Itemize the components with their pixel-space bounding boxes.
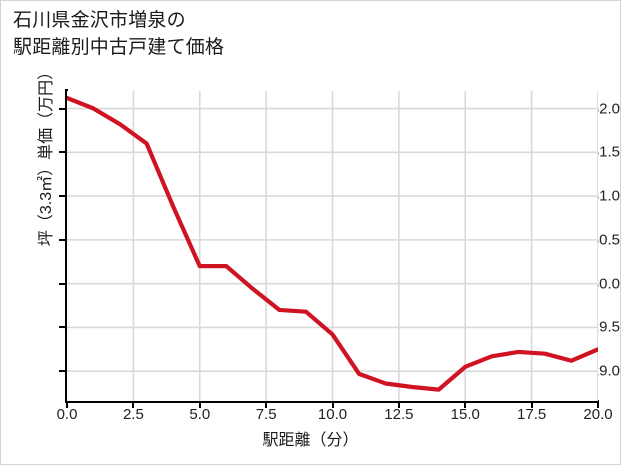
- y-tick-label: 32.0: [590, 100, 620, 117]
- x-tick-mark: [530, 403, 533, 408]
- x-tick-mark: [464, 403, 467, 408]
- x-tick-mark: [331, 403, 334, 408]
- plot-area: [67, 91, 598, 401]
- y-tick-label: 31.0: [590, 187, 620, 205]
- chart-title: 石川県金沢市増泉の 駅距離別中古戸建て価格: [13, 10, 225, 58]
- y-axis-label: 坪（3.3㎡）単価（万円）: [38, 63, 55, 247]
- x-tick-label: 15.0: [450, 406, 480, 423]
- y-tick-mark: [59, 370, 65, 373]
- x-tick-mark: [198, 403, 201, 408]
- y-tick-mark: [59, 326, 65, 329]
- x-tick-mark: [597, 403, 599, 408]
- x-axis-label: 駅距離（分）: [262, 432, 359, 449]
- gridlines: [67, 91, 598, 401]
- x-tick-label: 0.0: [56, 406, 78, 423]
- y-tick-label: 30.0: [590, 275, 620, 293]
- x-tick-mark: [132, 403, 135, 408]
- y-axis-spine: [65, 89, 68, 403]
- y-tick-mark: [59, 107, 65, 110]
- y-tick-mark: [59, 282, 65, 285]
- x-tick-label: 5.0: [189, 406, 211, 423]
- x-tick-label: 17.5: [517, 406, 547, 423]
- y-tick-mark: [59, 238, 65, 241]
- line-chart-svg: [67, 91, 598, 401]
- x-tick-label: 10.0: [317, 406, 348, 423]
- price-line-series: [67, 95, 598, 392]
- x-tick-label: 7.5: [255, 406, 277, 423]
- y-tick-label: 29.5: [590, 318, 620, 336]
- y-tick-label: 30.5: [590, 231, 620, 249]
- x-axis-spine: [65, 400, 599, 403]
- y-tick-label: 29.0: [590, 362, 620, 380]
- x-tick-mark: [66, 403, 68, 408]
- y-tick-mark: [59, 151, 65, 154]
- y-tick-mark: [59, 195, 65, 198]
- y-tick-label: 31.5: [590, 143, 620, 161]
- x-tick-mark: [265, 403, 268, 408]
- x-tick-label: 20.0: [583, 406, 613, 423]
- x-tick-mark: [397, 403, 400, 408]
- x-tick-label: 2.5: [122, 406, 144, 423]
- x-tick-label: 12.5: [384, 406, 414, 423]
